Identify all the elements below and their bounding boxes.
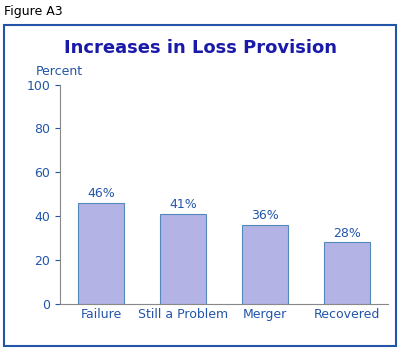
Text: 36%: 36% [251,209,279,222]
Text: 41%: 41% [169,198,197,211]
Text: 46%: 46% [87,187,115,200]
Bar [324,242,370,304]
Bar [78,203,124,304]
Text: Figure A3: Figure A3 [4,5,63,18]
Text: Percent: Percent [36,65,83,78]
Text: Increases in Loss Provision: Increases in Loss Provision [64,39,336,57]
Bar [242,225,288,304]
Bar [160,214,206,304]
Text: 28%: 28% [333,227,361,240]
